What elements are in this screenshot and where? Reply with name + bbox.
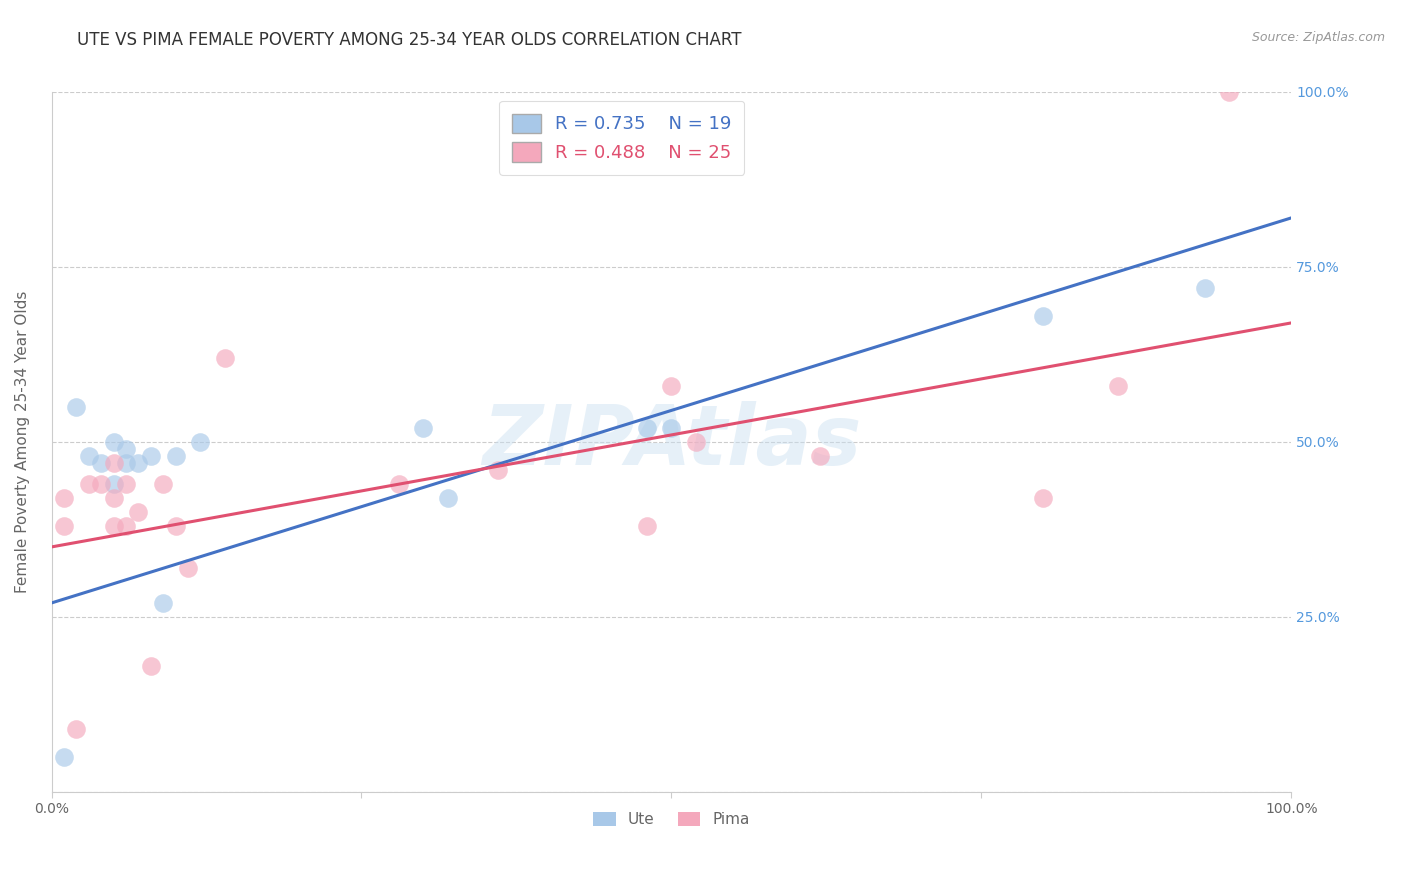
Point bbox=[65, 400, 87, 414]
Point bbox=[115, 456, 138, 470]
Point bbox=[486, 463, 509, 477]
Point bbox=[90, 477, 112, 491]
Point bbox=[52, 519, 75, 533]
Point bbox=[52, 750, 75, 764]
Legend: Ute, Pima: Ute, Pima bbox=[586, 806, 756, 833]
Point bbox=[115, 442, 138, 456]
Point bbox=[127, 456, 149, 470]
Point bbox=[661, 379, 683, 393]
Point bbox=[77, 477, 100, 491]
Point bbox=[188, 434, 211, 449]
Point bbox=[139, 449, 162, 463]
Point bbox=[177, 561, 200, 575]
Text: ZIPAtlas: ZIPAtlas bbox=[482, 401, 860, 483]
Point bbox=[1194, 281, 1216, 295]
Point bbox=[139, 659, 162, 673]
Point bbox=[52, 491, 75, 505]
Point bbox=[152, 596, 174, 610]
Point bbox=[1218, 85, 1240, 99]
Point bbox=[808, 449, 831, 463]
Point bbox=[165, 519, 187, 533]
Point bbox=[214, 351, 236, 365]
Point bbox=[90, 456, 112, 470]
Point bbox=[165, 449, 187, 463]
Point bbox=[661, 421, 683, 435]
Text: UTE VS PIMA FEMALE POVERTY AMONG 25-34 YEAR OLDS CORRELATION CHART: UTE VS PIMA FEMALE POVERTY AMONG 25-34 Y… bbox=[77, 31, 742, 49]
Point bbox=[1032, 491, 1054, 505]
Point bbox=[127, 505, 149, 519]
Point bbox=[636, 421, 658, 435]
Point bbox=[437, 491, 460, 505]
Text: Source: ZipAtlas.com: Source: ZipAtlas.com bbox=[1251, 31, 1385, 45]
Point bbox=[388, 477, 411, 491]
Point bbox=[115, 519, 138, 533]
Point bbox=[1032, 309, 1054, 323]
Point bbox=[412, 421, 434, 435]
Point bbox=[103, 491, 125, 505]
Point bbox=[103, 519, 125, 533]
Point bbox=[685, 434, 707, 449]
Point bbox=[77, 449, 100, 463]
Point bbox=[636, 519, 658, 533]
Point bbox=[103, 477, 125, 491]
Y-axis label: Female Poverty Among 25-34 Year Olds: Female Poverty Among 25-34 Year Olds bbox=[15, 291, 30, 593]
Point bbox=[152, 477, 174, 491]
Point bbox=[103, 456, 125, 470]
Point bbox=[65, 722, 87, 736]
Point bbox=[103, 434, 125, 449]
Point bbox=[115, 477, 138, 491]
Point bbox=[1107, 379, 1129, 393]
